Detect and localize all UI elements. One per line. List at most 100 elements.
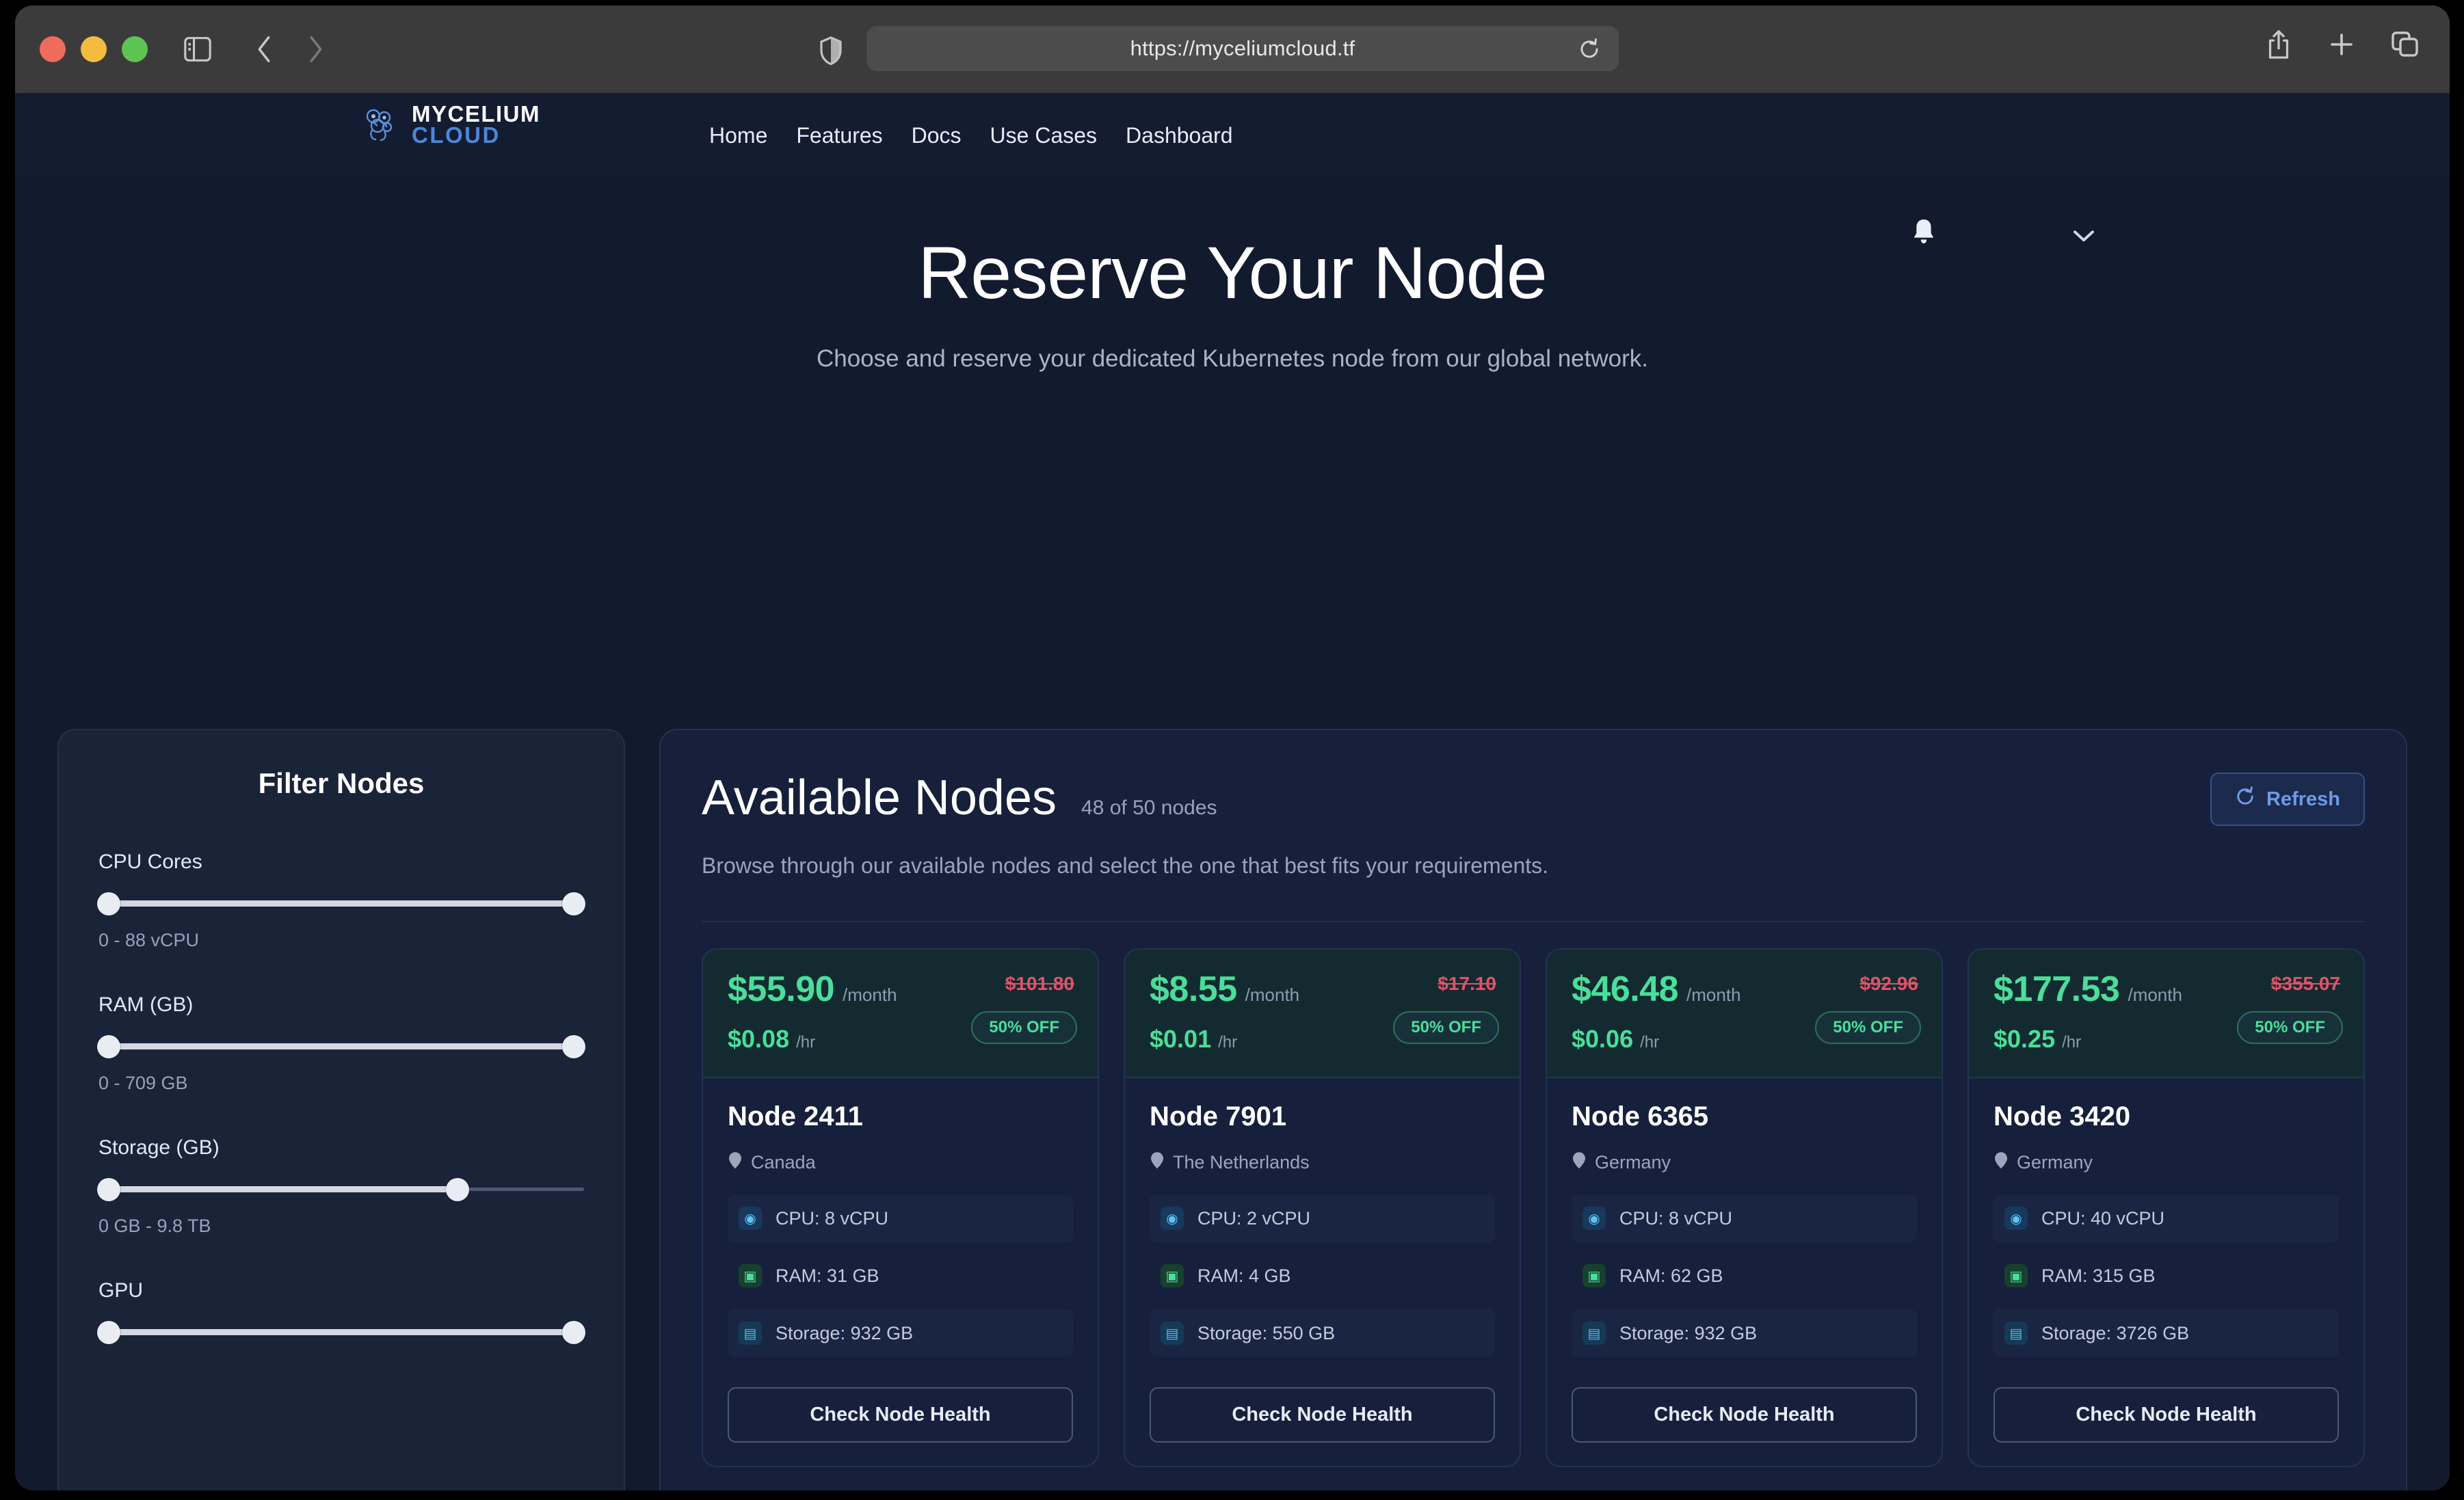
slider-knob-min[interactable]	[97, 1321, 120, 1344]
nav-links: Home Features Docs Use Cases Dashboard	[709, 123, 1233, 148]
available-nodes-panel: Available Nodes 48 of 50 nodes Refresh B…	[659, 729, 2407, 1490]
node-card[interactable]: $46.48 /month $0.06 /hr $92.96 50% OFF	[1546, 948, 1943, 1467]
nodes-count-label: 48 of 50 nodes	[1081, 796, 1217, 819]
filter-label-ram: RAM (GB)	[98, 993, 194, 1016]
filter-label-gpu: GPU	[98, 1279, 144, 1302]
storage-slider[interactable]	[97, 1178, 584, 1201]
nav-link-features[interactable]: Features	[796, 123, 883, 148]
plus-icon[interactable]	[2328, 31, 2355, 62]
nav-link-home[interactable]: Home	[709, 123, 768, 148]
share-icon[interactable]	[2265, 29, 2292, 64]
ram-slider[interactable]	[97, 1035, 585, 1058]
node-card-footer: Check Node Health	[1547, 1367, 1942, 1466]
slider-knob-max[interactable]	[562, 1321, 585, 1344]
price-per-hour-unit: /hr	[1218, 1033, 1238, 1052]
price-per-month: $46.48	[1572, 969, 1679, 1009]
storage-icon: ▤	[1582, 1322, 1606, 1345]
location-pin-icon	[1572, 1151, 1587, 1174]
slider-knob-min[interactable]	[97, 1178, 120, 1201]
mycelium-brain-logo-icon	[357, 103, 401, 146]
spec-ram-text: RAM: 31 GB	[776, 1265, 879, 1286]
price-per-hour-unit: /hr	[796, 1033, 816, 1052]
slider-knob-max[interactable]	[562, 1035, 585, 1058]
storage-icon: ▤	[739, 1322, 762, 1345]
notification-bell-icon[interactable]	[1909, 217, 1938, 251]
price-per-month-unit: /month	[1245, 985, 1300, 1005]
node-card[interactable]: $8.55 /month $0.01 /hr $17.10 50% OFF	[1124, 948, 1521, 1467]
node-card-body: Node 6365 Germany ◉	[1547, 1078, 1942, 1357]
gpu-slider[interactable]	[97, 1321, 585, 1344]
refresh-button[interactable]: Refresh	[2210, 773, 2365, 826]
nodes-panel-description: Browse through our available nodes and s…	[702, 853, 1549, 878]
spec-row-cpu: ◉ CPU: 2 vCPU	[1150, 1194, 1495, 1242]
cpu-cores-slider[interactable]	[97, 892, 585, 915]
nav-link-docs[interactable]: Docs	[911, 123, 962, 148]
node-location: Germany	[1993, 1151, 2339, 1174]
discount-badge: 50% OFF	[1393, 1011, 1499, 1044]
node-specs: ◉ CPU: 8 vCPU ▣ RAM: 62 GB ▤	[1572, 1194, 1917, 1357]
nav-link-dashboard[interactable]: Dashboard	[1126, 123, 1233, 148]
browser-right-controls	[2265, 29, 2420, 64]
maximize-window-button[interactable]	[122, 36, 148, 62]
reload-icon[interactable]	[1578, 38, 1601, 64]
filter-group-ram: RAM (GB) 0 - 709 GB	[97, 993, 585, 1094]
spec-row-cpu: ◉ CPU: 8 vCPU	[728, 1194, 1073, 1242]
tabs-overview-icon[interactable]	[2391, 31, 2420, 62]
slider-fill	[98, 1186, 458, 1192]
sidebar-toggle-icon[interactable]	[178, 29, 217, 69]
check-node-health-button[interactable]: Check Node Health	[1150, 1387, 1495, 1443]
minimize-window-button[interactable]	[81, 36, 107, 62]
check-node-health-button[interactable]: Check Node Health	[728, 1387, 1073, 1443]
node-location: The Netherlands	[1150, 1151, 1495, 1174]
node-card-body: Node 7901 The Netherlands ◉	[1125, 1078, 1520, 1357]
slider-fill	[98, 1043, 584, 1049]
filter-panel: Filter Nodes CPU Cores 0 - 88 vCPU RAM (…	[57, 729, 625, 1490]
node-card-pricing: $46.48 /month $0.06 /hr $92.96 50% OFF	[1547, 950, 1942, 1078]
discount-badge: 50% OFF	[2237, 1011, 2343, 1044]
filter-range-cpu: 0 - 88 vCPU	[98, 930, 200, 950]
spec-row-ram: ▣ RAM: 315 GB	[1993, 1252, 2339, 1300]
page-content: MYCELIUM CLOUD Home Features Docs Use Ca…	[15, 93, 2450, 1490]
chevron-down-icon[interactable]	[2072, 228, 2095, 247]
spec-row-ram: ▣ RAM: 31 GB	[728, 1252, 1073, 1300]
forward-arrow-icon[interactable]	[295, 29, 335, 69]
original-price: $355.07	[2270, 973, 2340, 994]
price-per-month-unit: /month	[1686, 985, 1741, 1005]
spec-cpu-text: CPU: 8 vCPU	[1619, 1207, 1733, 1229]
slider-knob-min[interactable]	[97, 1035, 120, 1058]
url-text: https://myceliumcloud.tf	[1130, 36, 1355, 60]
node-location-label: Canada	[751, 1152, 816, 1173]
slider-knob-min[interactable]	[97, 892, 120, 915]
node-card-pricing: $55.90 /month $0.08 /hr $101.80 50% OFF	[703, 950, 1098, 1078]
brand-logo[interactable]: MYCELIUM CLOUD	[357, 102, 540, 146]
check-node-health-button[interactable]: Check Node Health	[1572, 1387, 1917, 1443]
price-per-hour: $0.25	[1993, 1025, 2056, 1053]
node-name: Node 2411	[728, 1101, 863, 1131]
slider-knob-max[interactable]	[562, 892, 585, 915]
discount-badge: 50% OFF	[1815, 1011, 1921, 1044]
spec-row-storage: ▤ Storage: 550 GB	[1150, 1309, 1495, 1357]
storage-icon: ▤	[2004, 1322, 2028, 1345]
node-card-pricing: $177.53 /month $0.25 /hr $355.07 50% OFF	[1969, 950, 2363, 1078]
price-per-hour: $0.01	[1150, 1025, 1212, 1053]
node-specs: ◉ CPU: 40 vCPU ▣ RAM: 315 GB ▤	[1993, 1194, 2339, 1357]
memory-icon: ▣	[1161, 1264, 1184, 1287]
filter-label-cpu: CPU Cores	[98, 851, 202, 873]
cpu-icon: ◉	[1161, 1207, 1184, 1230]
nodes-panel-title: Available Nodes	[702, 771, 1057, 825]
cpu-icon: ◉	[739, 1207, 762, 1230]
node-location: Germany	[1572, 1151, 1917, 1174]
node-card-footer: Check Node Health	[1969, 1367, 2363, 1466]
close-window-button[interactable]	[40, 36, 66, 62]
shield-icon[interactable]	[819, 36, 843, 69]
slider-knob-max[interactable]	[446, 1178, 470, 1201]
spec-storage-text: Storage: 3726 GB	[2041, 1322, 2190, 1343]
address-bar[interactable]: https://myceliumcloud.tf	[866, 26, 1619, 71]
node-card[interactable]: $177.53 /month $0.25 /hr $355.07 50% OFF	[1968, 948, 2365, 1467]
back-arrow-icon[interactable]	[245, 29, 284, 69]
slider-fill	[98, 1329, 584, 1335]
node-location-label: Germany	[2017, 1152, 2093, 1173]
node-card[interactable]: $55.90 /month $0.08 /hr $101.80 50% OFF	[702, 948, 1099, 1467]
check-node-health-button[interactable]: Check Node Health	[1993, 1387, 2339, 1443]
nav-link-use-cases[interactable]: Use Cases	[990, 123, 1098, 148]
